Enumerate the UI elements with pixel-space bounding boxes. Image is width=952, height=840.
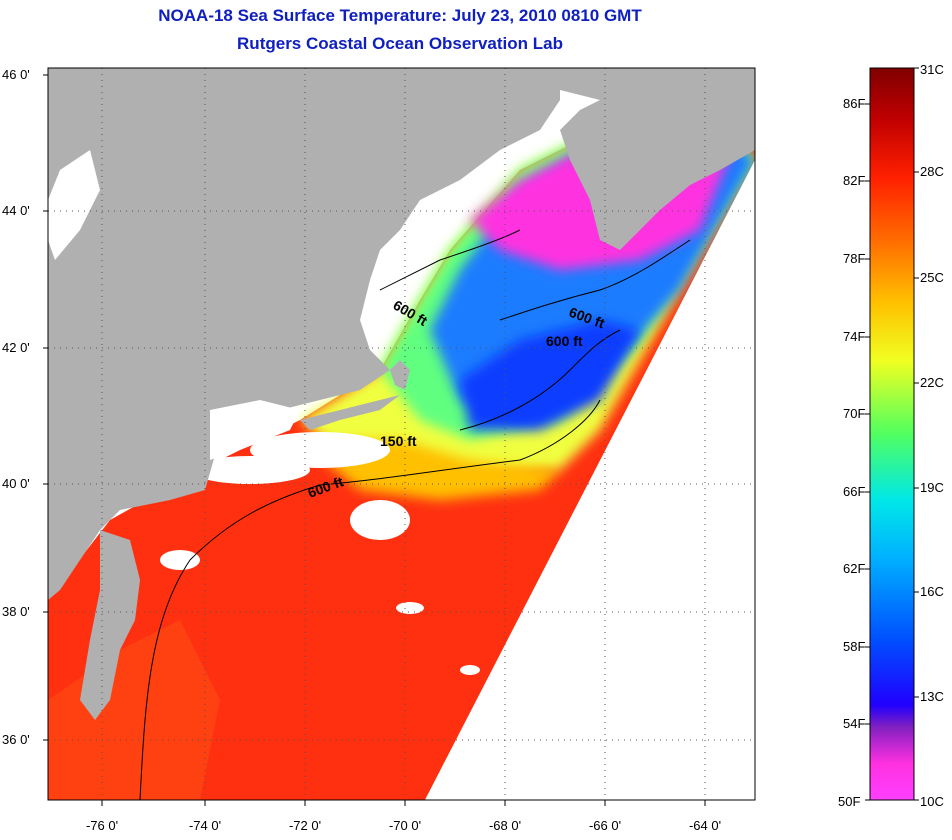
colorbar-f-label: 82F <box>843 173 865 188</box>
contour-label: 600 ft <box>546 333 583 349</box>
colorbar-c-label: 16C <box>920 584 944 599</box>
axis-ticks <box>43 74 706 806</box>
colorbar-f-label: 62F <box>843 561 865 576</box>
swath-edge <box>425 160 755 800</box>
colorbar-f-label: 74F <box>843 329 865 344</box>
colorbar-c-label: 13C <box>920 689 944 704</box>
contour-label: 150 ft <box>380 433 417 449</box>
colorbar-f-label: 50F <box>838 794 860 809</box>
colorbar-c-label: 19C <box>920 480 944 495</box>
lon-label: -70 0' <box>389 818 421 833</box>
map-frame <box>47 67 756 801</box>
colorbar-c-label: 22C <box>920 375 944 390</box>
latitude-labels: 46 0' 44 0' 42 0' 40 0' 38 0' 36 0' <box>2 67 30 747</box>
lat-label: 40 0' <box>2 476 30 491</box>
colorbar-ticks <box>865 67 919 801</box>
lon-label: -76 0' <box>86 818 118 833</box>
colorbar-c-label: 31C <box>920 62 944 77</box>
lat-label: 44 0' <box>2 203 30 218</box>
land <box>48 68 755 720</box>
lon-label: -68 0' <box>489 818 521 833</box>
colorbar-f-label: 70F <box>843 406 865 421</box>
map-area: 600 ft 600 ft 600 ft 150 ft 600 ft <box>48 68 755 800</box>
lat-label: 42 0' <box>2 340 30 355</box>
lon-label: -74 0' <box>189 818 221 833</box>
longitude-labels: -76 0' -74 0' -72 0' -70 0' -68 0' -66 0… <box>86 818 721 833</box>
colorbar-f-label: 66F <box>843 484 865 499</box>
lat-label: 46 0' <box>2 67 30 82</box>
lat-lon-grid <box>48 68 755 800</box>
colorbar-f-label: 58F <box>843 639 865 654</box>
map-subtitle: Rutgers Coastal Ocean Observation Lab <box>237 34 563 53</box>
colorbar: 86F 82F 78F 74F 70F 66F 62F 58F 54F 50F … <box>838 62 944 809</box>
colorbar-f-label: 78F <box>843 251 865 266</box>
lon-label: -72 0' <box>289 818 321 833</box>
lon-label: -64 0' <box>689 818 721 833</box>
colorbar-c-label: 28C <box>920 164 944 179</box>
colorbar-gradient <box>869 67 915 801</box>
lon-label: -66 0' <box>589 818 621 833</box>
colorbar-f-label: 86F <box>843 96 865 111</box>
lat-label: 38 0' <box>2 604 30 619</box>
colorbar-c-label: 10C <box>920 794 944 809</box>
colorbar-c-label: 25C <box>920 270 944 285</box>
bathymetry-contours <box>139 229 691 800</box>
lat-label: 36 0' <box>2 732 30 747</box>
land-clouds <box>48 150 300 460</box>
map-title: NOAA-18 Sea Surface Temperature: July 23… <box>158 6 642 25</box>
colorbar-f-label: 54F <box>843 716 865 731</box>
